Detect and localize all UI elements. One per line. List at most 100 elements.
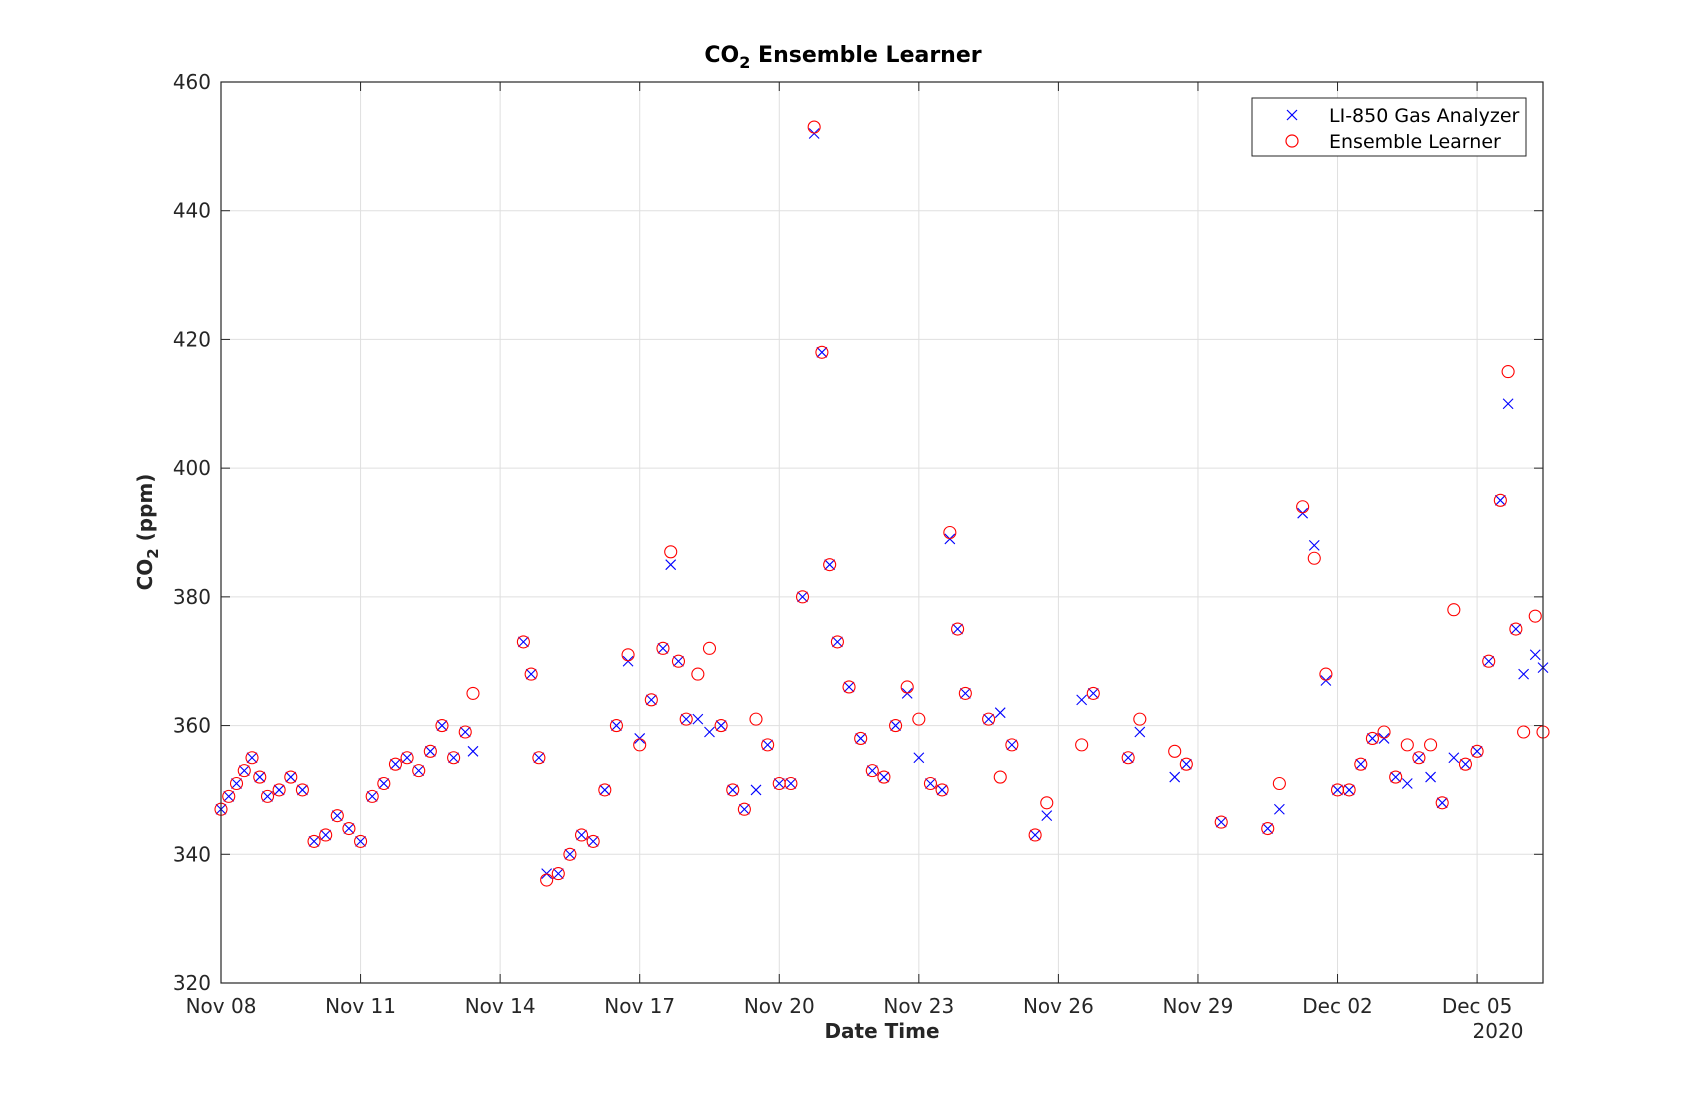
x-axis-title: Date Time (824, 1019, 939, 1043)
data-point-circle (1354, 757, 1368, 771)
data-point-circle (842, 680, 856, 694)
data-point-circle (993, 770, 1007, 784)
data-point-x (552, 868, 564, 879)
data-point-circle (260, 789, 275, 803)
data-point-circle (423, 744, 437, 758)
data-point-x (645, 694, 657, 706)
y-tick-label: 460 (173, 70, 211, 94)
y-tick-label: 380 (173, 585, 211, 609)
data-point-circle (1028, 828, 1042, 842)
plot-area-frame (220, 81, 1544, 984)
data-point-x (525, 668, 537, 680)
y-axis-ticks: 320 340 360 380 400 420 440 460 (173, 70, 1543, 995)
data-point-circle (807, 120, 821, 134)
data-point-circle (784, 776, 798, 791)
y-axis-title: CO2 (ppm) (133, 474, 162, 591)
x-tick-label: Nov 26 (1023, 994, 1094, 1018)
data-point-x (401, 752, 413, 764)
data-point-x (1087, 688, 1099, 699)
data-point-x (611, 720, 622, 731)
data-point-x (343, 823, 355, 834)
data-point-circle (524, 667, 538, 681)
data-point-x (750, 784, 762, 796)
data-point-x (413, 765, 425, 777)
data-point-x (797, 591, 808, 603)
data-point-circle (307, 834, 321, 848)
data-point-x (448, 752, 459, 764)
data-point-x (1273, 803, 1285, 815)
data-point-circle (1261, 821, 1275, 836)
data-point-circle (1528, 609, 1542, 623)
x-axis-secondary-label: 2020 (1473, 1019, 1524, 1043)
data-point-x (843, 681, 855, 693)
data-point-circle (1342, 783, 1356, 797)
data-point-circle (671, 654, 686, 668)
data-point-circle (229, 776, 244, 791)
data-point-x (285, 771, 297, 783)
data-point-circle (830, 635, 844, 649)
data-point-circle (388, 757, 403, 771)
data-point-x (587, 836, 599, 847)
data-point-circle (365, 789, 379, 803)
legend-marker-x (1286, 109, 1298, 121)
y-tick-label: 440 (173, 199, 211, 223)
data-point-x (273, 784, 285, 796)
data-point-circle (586, 834, 600, 848)
data-point-x (1367, 733, 1378, 744)
data-point-circle (400, 751, 414, 765)
data-point-x (913, 752, 925, 764)
data-point-x (952, 623, 963, 635)
data-point-x (1076, 694, 1088, 706)
data-point-circle (377, 776, 391, 791)
data-point-x (959, 688, 971, 699)
data-point-x (816, 346, 828, 358)
data-point-x (890, 720, 901, 731)
data-point-circle (1424, 738, 1438, 752)
data-point-circle (1307, 551, 1321, 565)
data-point-circle (458, 725, 472, 739)
data-point-circle (1133, 712, 1147, 726)
x-tick-label: Nov 11 (325, 994, 396, 1018)
data-point-x (925, 778, 936, 789)
x-tick-label: Nov 08 (186, 994, 257, 1018)
data-point-circle (1470, 744, 1484, 758)
data-point-circle (1005, 738, 1019, 752)
data-point-circle (435, 719, 449, 733)
data-point-circle (1377, 725, 1391, 739)
data-point-circle (664, 545, 678, 559)
data-point-x (727, 784, 739, 796)
y-tick-label: 360 (173, 714, 211, 738)
data-point-x (1529, 649, 1541, 661)
data-point-x (1471, 745, 1483, 757)
data-point-circle (1040, 796, 1054, 810)
data-point-circle (1435, 796, 1449, 810)
data-point-x (1518, 668, 1530, 680)
data-point-circle (245, 751, 259, 765)
data-point-x (832, 636, 843, 648)
data-point-circle (551, 867, 565, 881)
data-point-circle (1365, 731, 1379, 745)
data-point-circle (466, 686, 480, 700)
data-point-x (866, 765, 878, 777)
data-point-circle (889, 719, 903, 733)
data-point-x (936, 784, 948, 796)
legend-box (1251, 97, 1527, 157)
data-point-x (673, 655, 684, 667)
data-point-circle (951, 622, 965, 636)
data-point-circle (1493, 493, 1507, 507)
data-point-circle (1400, 738, 1414, 752)
data-point-circle (222, 789, 236, 803)
data-point-x (308, 836, 320, 847)
data-point-circle (656, 641, 670, 655)
data-point-x (518, 636, 529, 648)
data-point-x (1262, 823, 1274, 834)
data-point-x (680, 713, 692, 725)
y-tick-label: 400 (173, 456, 211, 480)
data-point-circle (412, 764, 426, 778)
data-point-circle (609, 719, 623, 733)
data-point-x (1510, 623, 1522, 635)
legend-label-analyzer: LI-850 Gas Analyzer (1329, 105, 1520, 127)
data-point-x (1343, 784, 1355, 796)
data-point-x (576, 829, 587, 841)
x-axis-ticks: Nov 08 Nov 11 Nov 14 Nov 17 Nov 20 Nov 23 Nov … (186, 82, 1512, 1018)
